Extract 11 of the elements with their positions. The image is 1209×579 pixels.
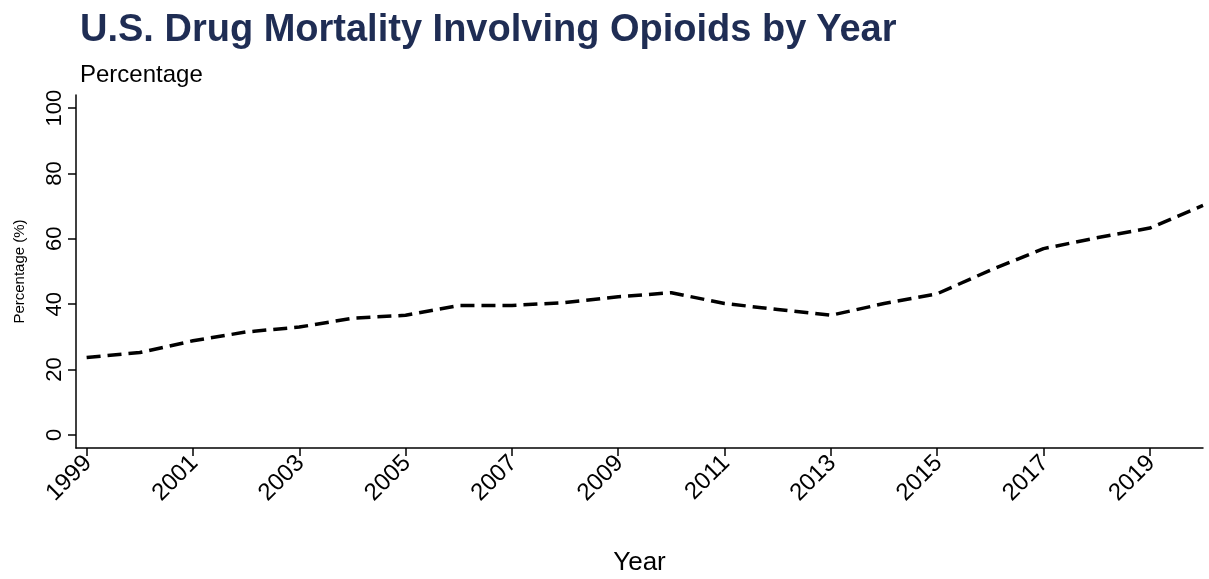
y-tick-label: 100	[40, 89, 66, 127]
x-axis-title: Year	[613, 546, 667, 576]
chart-title: U.S. Drug Mortality Involving Opioids by Year	[80, 7, 897, 49]
y-tick-label: 0	[40, 428, 66, 442]
y-tick-label: 80	[40, 161, 66, 186]
y-tick-label: 60	[40, 226, 66, 252]
y-tick-label: 40	[40, 291, 66, 317]
y-axis-title: Percentage (%)	[10, 219, 27, 324]
chart-subtitle: Percentage	[80, 59, 203, 87]
y-tick-label: 20	[40, 357, 66, 382]
line-series	[84, 203, 1205, 360]
